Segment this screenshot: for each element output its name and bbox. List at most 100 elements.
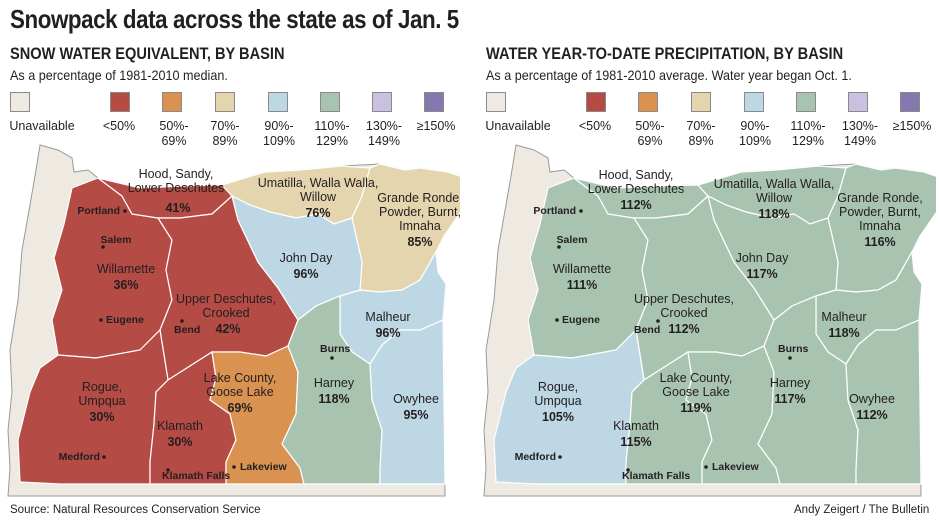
basin-label-klamath: Klamath bbox=[613, 419, 659, 433]
city-dot-salem bbox=[101, 245, 105, 249]
basin-owyhee bbox=[369, 319, 446, 485]
basin-johnday bbox=[231, 194, 363, 321]
city-label-burns: Burns bbox=[778, 343, 808, 355]
legend-swatch-130-149 bbox=[372, 92, 392, 112]
basin-value-rogue: 105% bbox=[542, 410, 574, 424]
city-label-portland: Portland bbox=[533, 205, 576, 217]
basin-value-klamath: 115% bbox=[620, 435, 651, 449]
basin-value-johnday: 117% bbox=[746, 267, 777, 281]
city-label-portland: Portland bbox=[77, 205, 120, 217]
city-label-medford: Medford bbox=[515, 451, 556, 463]
oregon-basin-map: Hood, Sandy, Lower Deschutes 41% Willamet… bbox=[7, 144, 460, 497]
city-label-burns: Burns bbox=[320, 343, 350, 355]
legend-swatch-130-149 bbox=[848, 92, 868, 112]
city-dot-eugene bbox=[555, 318, 559, 322]
legend-label-ge150: ≥150% bbox=[892, 119, 932, 133]
legend-label-lt50: <50% bbox=[578, 119, 612, 133]
basin-value-rogue: 30% bbox=[89, 410, 114, 424]
city-label-eugene: Eugene bbox=[562, 314, 600, 326]
basin-value-owyhee: 95% bbox=[403, 408, 428, 422]
precipitation-panel: WATER YEAR-TO-DATE PRECIPITATION, BY BAS… bbox=[476, 0, 936, 520]
basin-label-rogue: Rogue, Umpqua bbox=[534, 380, 581, 408]
basin-value-willamette: 36% bbox=[113, 278, 138, 292]
basin-label-johnday: John Day bbox=[280, 251, 334, 265]
city-label-medford: Medford bbox=[59, 451, 100, 463]
city-label-lakeview: Lakeview bbox=[712, 461, 760, 473]
basin-value-hood: 112% bbox=[620, 198, 651, 212]
legend-label-unavailable: Unavailable bbox=[9, 119, 75, 133]
legend-swatch-50-69 bbox=[162, 92, 182, 112]
basin-label-lakecounty: Lake County, Goose Lake bbox=[660, 371, 733, 399]
basin-value-umatilla: 76% bbox=[305, 206, 330, 220]
page-title: Snowpack data across the state as of Jan… bbox=[10, 4, 459, 34]
basin-label-owyhee: Owyhee bbox=[393, 392, 439, 406]
legend-swatch-90-109 bbox=[268, 92, 288, 112]
basin-value-upperdeschutes: 42% bbox=[215, 322, 240, 336]
city-label-klamathfalls: Klamath Falls bbox=[622, 470, 690, 482]
basin-label-rogue: Rogue, Umpqua bbox=[78, 380, 125, 408]
basin-johnday bbox=[707, 194, 839, 321]
legend-swatch-unavailable bbox=[486, 92, 506, 112]
legend-label-130-149: 130%- 149% bbox=[365, 119, 403, 148]
basin-owyhee bbox=[845, 319, 922, 485]
panel-subtitle: As a percentage of 1981-2010 average. Wa… bbox=[486, 67, 852, 83]
basin-label-granderonde: Grande Ronde, Powder, Burnt, Imnaha bbox=[837, 191, 922, 233]
legend-label-90-109: 90%- 109% bbox=[263, 119, 295, 148]
legend-label-90-109: 90%- 109% bbox=[739, 119, 771, 148]
legend-label-ge150: ≥150% bbox=[416, 119, 456, 133]
basin-value-hood: 41% bbox=[165, 201, 190, 215]
basin-label-willamette: Willamette bbox=[553, 262, 611, 276]
basin-label-klamath: Klamath bbox=[157, 419, 203, 433]
basin-value-owyhee: 112% bbox=[856, 408, 887, 422]
city-label-klamathfalls: Klamath Falls bbox=[162, 470, 230, 482]
source-note: Source: Natural Resources Conservation S… bbox=[10, 504, 261, 516]
oregon-basin-map: Hood, Sandy, Lower Deschutes 112% Willame… bbox=[483, 144, 936, 497]
basin-label-umatilla: Umatilla, Walla Walla, Willow bbox=[714, 177, 835, 205]
basin-label-johnday: John Day bbox=[736, 251, 790, 265]
basin-label-harney: Harney bbox=[770, 376, 811, 390]
city-dot-lakeview bbox=[232, 465, 236, 469]
legend-label-110-129: 110%- 129% bbox=[314, 119, 350, 148]
city-dot-burns bbox=[330, 356, 334, 360]
basin-label-granderonde: Grande Ronde, Powder, Burnt, Imnaha bbox=[377, 191, 460, 233]
basin-value-lakecounty: 69% bbox=[227, 401, 252, 415]
legend-label-unavailable: Unavailable bbox=[485, 119, 551, 133]
legend-swatch-70-89 bbox=[691, 92, 711, 112]
legend-swatch-ge150 bbox=[900, 92, 920, 112]
city-label-lakeview: Lakeview bbox=[240, 461, 288, 473]
legend: Unavailable <50% 50%- 69% 70%- 89% 90%- 109… bbox=[476, 92, 936, 152]
legend-label-50-69: 50%- 69% bbox=[159, 119, 189, 148]
basin-value-malheur: 96% bbox=[375, 326, 400, 340]
city-dot-burns bbox=[788, 356, 792, 360]
legend-swatch-50-69 bbox=[638, 92, 658, 112]
legend-swatch-90-109 bbox=[744, 92, 764, 112]
city-dot-bend bbox=[656, 319, 660, 323]
basin-label-upperdeschutes: Upper Deschutes, Crooked bbox=[634, 292, 734, 320]
basin-label-hood: Hood, Sandy, Lower Deschutes bbox=[588, 168, 685, 196]
basin-value-granderonde: 85% bbox=[407, 235, 432, 249]
panel-title: WATER YEAR-TO-DATE PRECIPITATION, BY BAS… bbox=[486, 44, 844, 63]
legend-label-110-129: 110%- 129% bbox=[790, 119, 826, 148]
city-dot-portland bbox=[579, 209, 583, 213]
city-dot-portland bbox=[123, 209, 127, 213]
city-dot-medford bbox=[558, 455, 562, 459]
basin-value-umatilla: 118% bbox=[758, 207, 789, 221]
legend-swatch-unavailable bbox=[10, 92, 30, 112]
basin-value-upperdeschutes: 112% bbox=[668, 322, 699, 336]
legend: Unavailable <50% 50%- 69% 70%- 89% 90%- 109… bbox=[0, 92, 460, 152]
basin-label-malheur: Malheur bbox=[365, 310, 410, 324]
basin-value-klamath: 30% bbox=[167, 435, 192, 449]
legend-swatch-lt50 bbox=[110, 92, 130, 112]
city-label-eugene: Eugene bbox=[106, 314, 144, 326]
city-dot-lakeview bbox=[704, 465, 708, 469]
basin-value-harney: 118% bbox=[318, 392, 349, 406]
city-dot-bend bbox=[180, 319, 184, 323]
basin-label-willamette: Willamette bbox=[97, 262, 155, 276]
basin-label-malheur: Malheur bbox=[821, 310, 866, 324]
panel-subtitle: As a percentage of 1981-2010 median. bbox=[10, 67, 228, 83]
city-label-salem: Salem bbox=[101, 234, 132, 246]
basin-label-harney: Harney bbox=[314, 376, 355, 390]
panel-title: SNOW WATER EQUIVALENT, BY BASIN bbox=[10, 44, 285, 63]
legend-label-70-89: 70%- 89% bbox=[686, 119, 716, 148]
legend-swatch-70-89 bbox=[215, 92, 235, 112]
